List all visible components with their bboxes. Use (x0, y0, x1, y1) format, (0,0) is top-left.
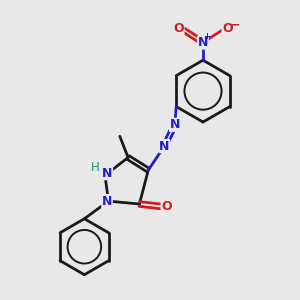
Text: +: + (203, 32, 210, 40)
Text: −: − (229, 18, 240, 32)
Text: N: N (169, 118, 180, 131)
Text: O: O (222, 22, 233, 35)
Text: N: N (102, 167, 112, 180)
Text: O: O (161, 200, 172, 213)
Text: N: N (102, 195, 112, 208)
Text: N: N (159, 140, 170, 152)
Text: N: N (198, 36, 208, 49)
Text: O: O (173, 22, 184, 35)
Text: H: H (91, 161, 100, 174)
